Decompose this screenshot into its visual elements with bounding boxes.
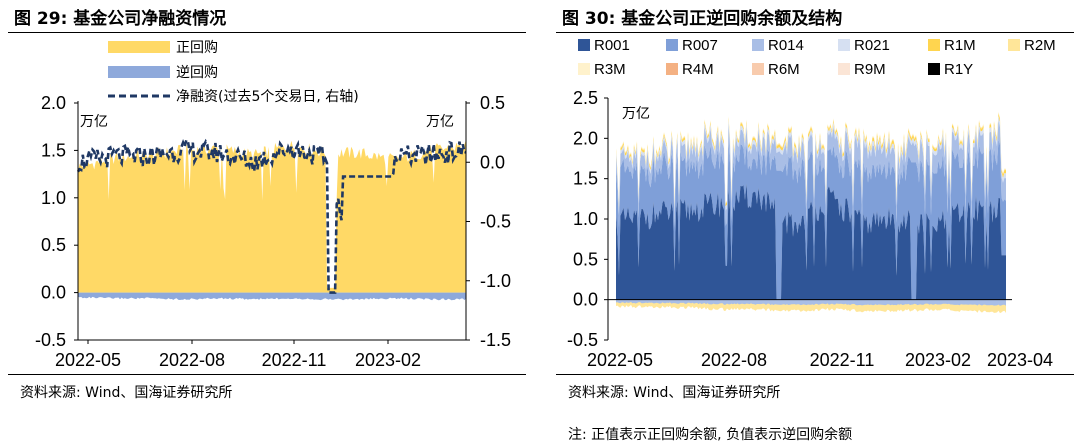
y-tick-label: 0.0 [573, 290, 598, 310]
legend-swatch [928, 63, 940, 75]
legend-item: R001 [578, 37, 630, 54]
y-tick-label: 1.0 [41, 188, 66, 208]
bottom-rule [556, 374, 1074, 375]
y-tick-label: 1.5 [41, 140, 66, 160]
plot-area [76, 138, 467, 301]
legend-swatch [108, 41, 170, 53]
legend-label: R9M [854, 61, 886, 78]
legend-swatch [578, 39, 590, 51]
title-rule [556, 32, 1074, 33]
series-r007-area [616, 139, 1006, 300]
plot-area [616, 111, 1006, 314]
y-tick-label: 0.5 [573, 249, 598, 269]
legend-swatch [108, 66, 170, 78]
axes: -0.5 0.0 0.5 1.0 1.5 2.0 2.5 2022-05 2022-08 2022… [567, 88, 1053, 370]
axis-unit: 万亿 [622, 106, 650, 122]
legend-label: R4M [682, 61, 714, 78]
legend-item: R9M [838, 61, 886, 78]
x-tick-label: 2022-11 [262, 350, 327, 370]
legend-label: 正回购 [176, 40, 218, 56]
legend-item: 逆回购 [108, 65, 218, 81]
legend-swatch [578, 63, 590, 75]
legend-label: 逆回购 [176, 65, 218, 81]
x-tick-label: 2022-05 [587, 350, 653, 370]
series-r014-area [616, 120, 1006, 229]
legend-label: R014 [768, 37, 804, 54]
legend-item: R3M [578, 61, 626, 78]
chart-legend: R001 R007 R014 R021 R1M R2M R3M R4M R6M R9M R1Y [578, 37, 1056, 78]
y-tick-label: 1.5 [573, 169, 598, 189]
legend-item: R014 [752, 37, 804, 54]
legend-swatch [838, 39, 850, 51]
y-tick-label: -0.5 [35, 330, 66, 350]
source-text: 资料来源: Wind、国海证券研究所 [20, 385, 233, 401]
series-net-line [76, 138, 467, 294]
legend-item: R1M [928, 37, 976, 54]
legend-swatch [666, 63, 678, 75]
y-tick-label: 1.0 [573, 209, 598, 229]
legend-swatch [928, 39, 940, 51]
y2-tick-label: 0.0 [480, 152, 505, 172]
legend-item: 正回购 [108, 40, 218, 56]
series-ni-area [78, 292, 466, 301]
legend-label: R007 [682, 37, 718, 54]
y2-tick-label: -0.5 [480, 212, 511, 232]
x-tick-label: 2023-04 [987, 350, 1053, 370]
legend-swatch [1008, 39, 1020, 51]
figure-title: 图 30: 基金公司正逆回购余额及结构 [562, 9, 843, 29]
legend-label: R2M [1024, 37, 1056, 54]
legend-swatch [752, 63, 764, 75]
legend-label: R1Y [944, 61, 973, 78]
figure-title: 图 29: 基金公司净融资情况 [14, 9, 227, 29]
legend-item: R1Y [928, 61, 973, 78]
legend-label: R6M [768, 61, 800, 78]
x-tick-label: 2023-02 [355, 350, 421, 370]
legend-item: 净融资(过去5个交易日, 右轴) [108, 88, 359, 105]
figure-29: 图 29: 基金公司净融资情况 正回购逆回购净融资(过去5个交易日, 右轴) -… [8, 0, 538, 448]
title-rule [8, 32, 526, 33]
y2-tick-label: 0.5 [480, 93, 505, 113]
x-tick-label: 2022-11 [810, 350, 875, 370]
y-tick-label: 2.0 [573, 128, 598, 148]
note-text: 注: 正值表示正回购余额, 负值表示逆回购余额 [568, 427, 853, 443]
series-negative-r014-area [616, 299, 1006, 306]
y-tick-label: 2.0 [41, 93, 66, 113]
legend-label: R001 [594, 37, 630, 54]
x-tick-label: 2022-08 [701, 350, 767, 370]
figure-30: 图 30: 基金公司正逆回购余额及结构 R001 R007 R014 R021 R1M R… [556, 0, 1080, 448]
y-tick-label: 0.5 [41, 235, 66, 255]
legend-item: R021 [838, 37, 890, 54]
legend-item: R6M [752, 61, 800, 78]
legend-item: R2M [1008, 37, 1056, 54]
y2-tick-label: -1.5 [480, 330, 511, 350]
x-tick-label: 2023-02 [905, 350, 971, 370]
y-tick-label: 0.0 [41, 283, 66, 303]
legend-swatch [666, 39, 678, 51]
y-tick-label: -0.5 [567, 330, 598, 350]
legend-label: R1M [944, 37, 976, 54]
legend-label: 净融资(过去5个交易日, 右轴) [176, 88, 359, 105]
legend-label: R021 [854, 37, 890, 54]
legend-item: R007 [666, 37, 718, 54]
x-tick-label: 2022-05 [55, 350, 121, 370]
legend-label: R3M [594, 61, 626, 78]
right-axis-unit: 万亿 [426, 114, 454, 130]
left-axis-unit: 万亿 [80, 114, 108, 130]
repo-balance-structure-chart: R001 R007 R014 R021 R1M R2M R3M R4M R6M R9M R1Y -0… [567, 37, 1056, 370]
series-r001-area [616, 183, 1006, 300]
y-tick-label: 2.5 [573, 88, 598, 108]
axes: -0.5 0.0 0.5 1.0 1.5 2.0 -1.5 -1.0 -0.5 0.0 0.5 202… [35, 93, 511, 370]
legend-swatch [838, 63, 850, 75]
y2-tick-label: -1.0 [480, 271, 511, 291]
bottom-rule [8, 374, 526, 375]
x-tick-label: 2022-08 [159, 350, 225, 370]
legend-swatch [752, 39, 764, 51]
source-text: 资料来源: Wind、国海证券研究所 [568, 385, 781, 401]
legend-item: R4M [666, 61, 714, 78]
